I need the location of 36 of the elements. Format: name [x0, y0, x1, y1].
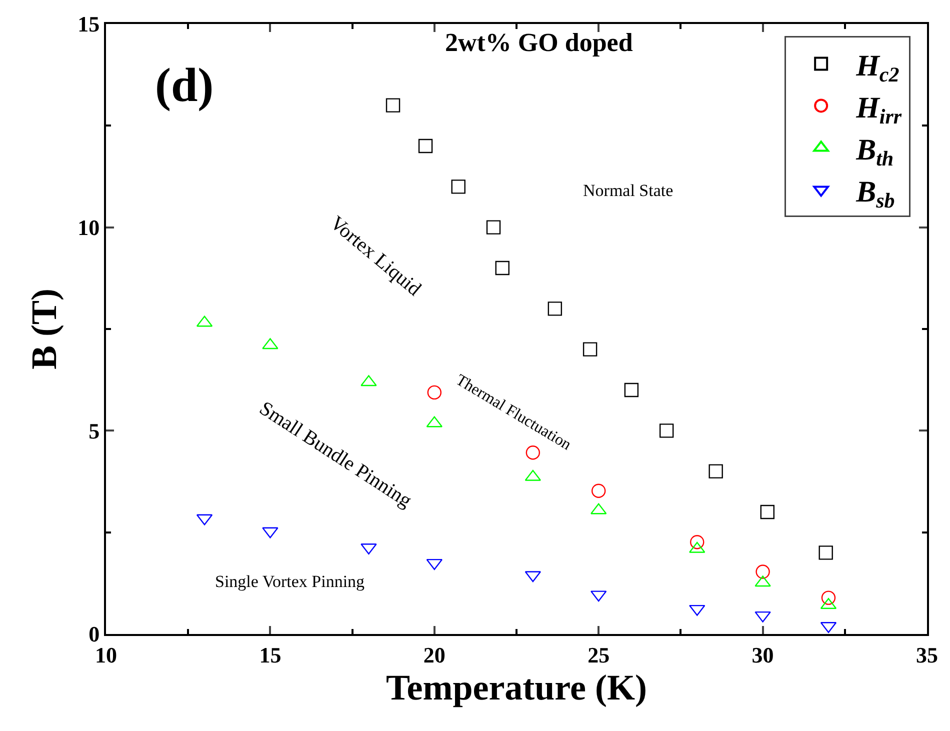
point: [760, 504, 774, 520]
point: [708, 464, 723, 478]
point: [821, 590, 836, 605]
point: [548, 302, 562, 316]
annotation: 2wt% GO doped: [445, 28, 634, 57]
annotation: (d): [155, 59, 214, 112]
legend-label: H$_{c2}$: [855, 49, 900, 87]
point: [386, 98, 400, 112]
point: [690, 534, 704, 550]
point: [756, 564, 770, 579]
point: [582, 342, 598, 356]
x-tick-label: 15: [259, 642, 282, 668]
x-tick-label: 25: [588, 642, 610, 668]
y-tick-label: 5: [88, 418, 100, 444]
point: [427, 385, 442, 400]
x-tick-label: 30: [752, 642, 774, 668]
point: [451, 180, 466, 194]
y-axis-title: B (T): [24, 288, 64, 370]
legend-label: B$_{sb}$: [855, 175, 895, 213]
point: [495, 260, 510, 276]
point: [624, 382, 639, 398]
point: [659, 424, 674, 438]
point: [818, 546, 833, 560]
point: [592, 484, 606, 498]
y-tick-label: 15: [78, 12, 100, 37]
y-tick-label: 0: [88, 622, 100, 647]
x-axis-title: Temperature (K): [386, 668, 647, 708]
point: [486, 220, 501, 234]
legend-label: H$_{irr}$: [855, 91, 902, 129]
legend-label: B$_{th}$: [855, 133, 894, 171]
point: [418, 138, 433, 154]
x-tick-label: 20: [423, 642, 446, 668]
annotation: Normal State: [583, 181, 674, 200]
y-tick-label: 10: [78, 215, 100, 240]
annotation: Single Vortex Pinning: [215, 572, 366, 591]
x-tick-label: 35: [916, 642, 938, 668]
